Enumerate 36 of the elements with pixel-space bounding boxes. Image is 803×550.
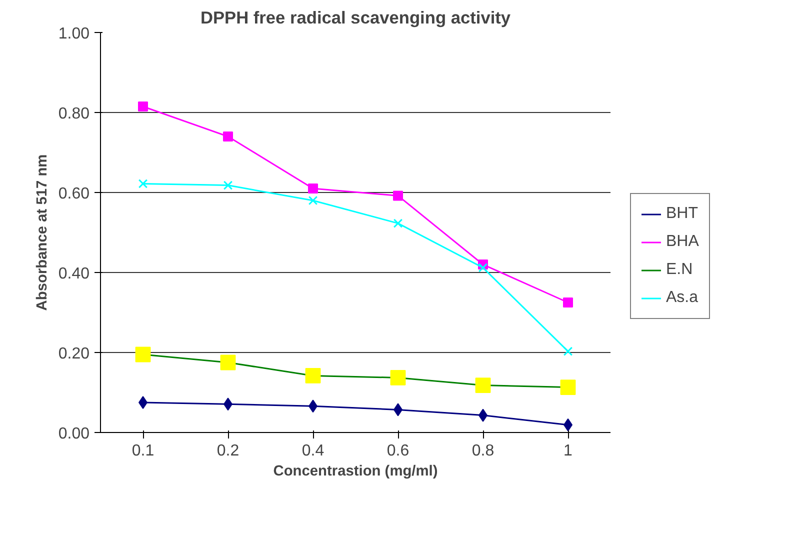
x-tick-label: 0.6 [386,442,410,460]
point [563,298,573,308]
point [223,180,233,190]
point [390,370,406,386]
point [223,132,233,142]
point [135,346,151,362]
y-tick-label: 0.40 [58,266,90,282]
x-tick-label: 0.1 [132,442,154,460]
point [305,368,321,384]
y-tick-label: 0.20 [58,346,90,362]
x-axis-title: Concentrastion (mg/ml) [273,464,438,480]
y-axis-title: Absorbance at 517 nm [34,154,50,311]
point [563,346,573,356]
legend-label: BHT [666,205,698,223]
x-tick-label: 0.4 [302,442,324,460]
point [478,263,488,272]
legend-label: As.a [666,289,698,307]
point [138,179,148,188]
x-tick-label: 1 [564,442,573,460]
y-tick-label: 0.00 [58,426,90,442]
point [393,190,403,201]
point [475,378,491,393]
point [138,102,148,112]
y-tick-label: 0.60 [58,186,90,202]
y-tick-label: 1.00 [58,26,90,42]
point [220,354,236,370]
point [308,184,318,194]
y-tick-label: 0.80 [58,106,90,122]
legend-label: BHA [666,233,699,251]
point [308,196,318,206]
x-tick-label: 0.8 [472,442,494,460]
legend-label: E.N [666,261,693,279]
x-tick-label: 0.2 [216,442,240,460]
point [560,380,576,395]
point [393,218,403,228]
chart-title: DPPH free radical scavenging activity [200,8,511,28]
